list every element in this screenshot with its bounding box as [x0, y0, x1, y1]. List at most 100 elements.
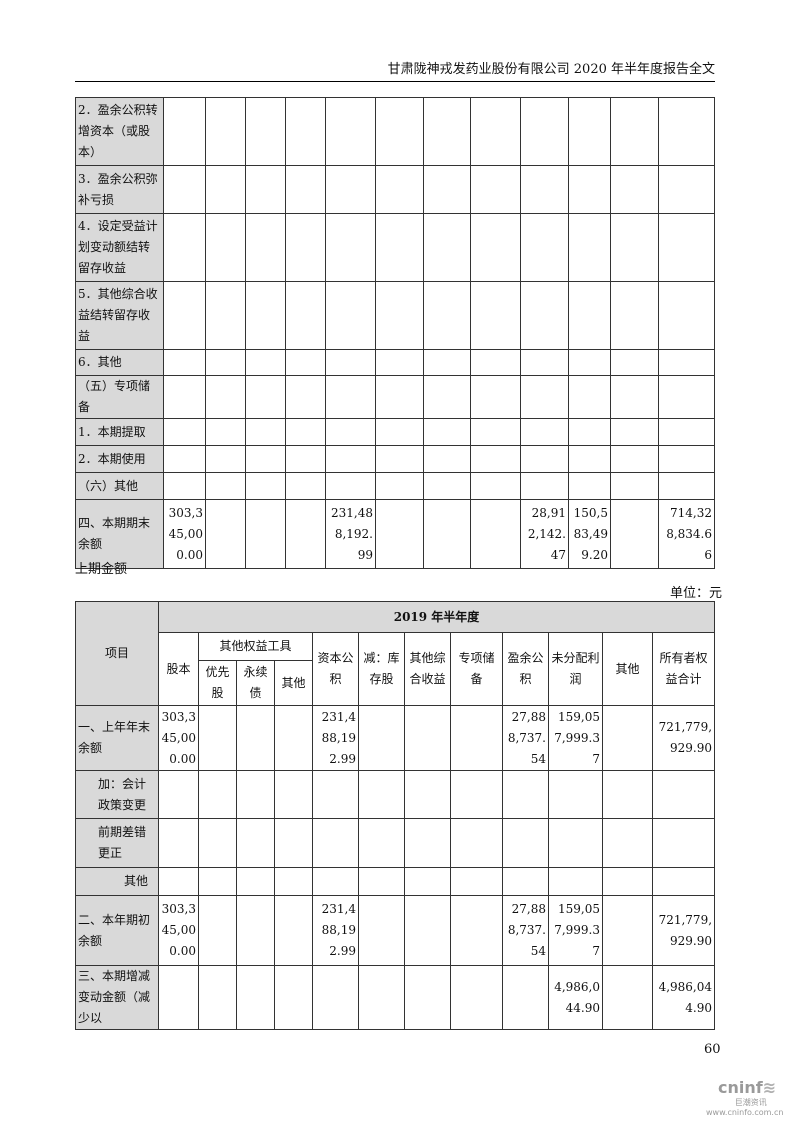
- table-cell: [285, 281, 326, 350]
- table-row: 加：会计政策变更: [75, 770, 716, 819]
- table-cell: 27,888,737.54: [502, 895, 549, 966]
- table-cell: [312, 818, 359, 868]
- table-cell: [658, 349, 715, 376]
- table-cell: [236, 965, 275, 1030]
- cninfo-logo: cninf≋ 巨潮资讯 www.cninfo.com.cn: [706, 1078, 784, 1117]
- table-row: 2．本期使用: [75, 445, 715, 473]
- table-cell: [375, 281, 424, 350]
- header-oci: 其他综合收益: [404, 632, 451, 706]
- table-cell: [163, 418, 206, 446]
- table-row: 四、本期期末余额 303,345,000.00 231,488,192.99 28,9…: [75, 499, 715, 569]
- table-cell: 4,986,044.90: [651, 965, 716, 1030]
- table-cell: [158, 770, 199, 819]
- table-cell: [285, 97, 326, 166]
- table-cell: [205, 445, 246, 473]
- table-cell: [404, 818, 451, 868]
- table-cell: [325, 165, 376, 214]
- table-row: 4．设定受益计划变动额结转留存收益: [75, 213, 715, 282]
- row-label: 3．盈余公积弥补亏损: [75, 165, 164, 214]
- row-label: 一、上年年末余额: [75, 705, 159, 771]
- table-cell: [358, 867, 405, 896]
- table-cell: [520, 445, 569, 473]
- table-cell: [520, 349, 569, 376]
- table-cell: [358, 770, 405, 819]
- table-cell: 28,912,142.47: [520, 499, 569, 569]
- table-cell: 159,057,999.37: [548, 895, 603, 966]
- table-cell: [423, 418, 471, 446]
- table-cell: [658, 445, 715, 473]
- table-cell: [375, 165, 424, 214]
- table-row: 前期差错更正: [75, 818, 716, 868]
- table-cell: [568, 165, 611, 214]
- table-cell: 150,583,499.20: [568, 499, 611, 569]
- table-cell: [375, 418, 424, 446]
- table-cell: [274, 770, 313, 819]
- table-cell: [325, 375, 376, 419]
- table-cell: [658, 213, 715, 282]
- table-cell: [285, 418, 326, 446]
- header-total: 所有者权益合计: [651, 632, 716, 706]
- table-cell: [274, 867, 313, 896]
- table-cell: [568, 349, 611, 376]
- table-cell: [423, 165, 471, 214]
- header-share: 股本: [158, 632, 199, 706]
- table-cell: [602, 770, 653, 819]
- table-cell: [470, 499, 521, 569]
- table-cell: [198, 818, 237, 868]
- unit-label: 单位：元: [670, 586, 723, 601]
- table-cell: [470, 165, 521, 214]
- table-cell: [568, 472, 611, 500]
- table-cell: [520, 97, 569, 166]
- row-label: 二、本年期初余额: [75, 895, 159, 966]
- table-row: 二、本年期初余额 303,345,000.00 231,488,192.99 27,8…: [75, 895, 716, 966]
- table-cell: [274, 895, 313, 966]
- header-perpetual: 永续债: [236, 660, 275, 706]
- table-cell: [245, 445, 286, 473]
- table-cell: [163, 375, 206, 419]
- table-cell: [198, 895, 237, 966]
- row-label: （五）专项储备: [75, 375, 164, 419]
- table-cell: [325, 472, 376, 500]
- table-cell: [658, 375, 715, 419]
- header-treasury: 减：库存股: [358, 632, 405, 706]
- table-cell: [325, 349, 376, 376]
- row-label: 四、本期期末余额: [75, 499, 164, 569]
- row-label: 5．其他综合收益结转留存收益: [75, 281, 164, 350]
- row-label: 其他: [75, 867, 159, 896]
- table-cell: [236, 818, 275, 868]
- table-cell: [610, 375, 659, 419]
- table-cell: [236, 867, 275, 896]
- table-cell: 303,345,000.00: [158, 895, 199, 966]
- table-cell: [285, 349, 326, 376]
- header-period: 2019 年半年度: [157, 601, 716, 633]
- table-cell: [610, 165, 659, 214]
- table-cell: [602, 818, 653, 868]
- table-cell: [470, 213, 521, 282]
- table-cell: [651, 818, 716, 868]
- equity-change-table-current: 2．盈余公积转增资本（或股本） 3．盈余公积弥补亏损 4．设定受益计划变动额结转留存…: [75, 97, 715, 569]
- equity-change-table-prior: 项目 2019 年半年度 股本 其他权益工具 资本公积 减：库存股 其他综合收益…: [75, 601, 716, 1030]
- table-cell: [651, 867, 716, 896]
- table-cell: [205, 375, 246, 419]
- table-cell: [450, 895, 503, 966]
- header-other-equity: 其他权益工具: [198, 632, 313, 661]
- table-cell: [236, 895, 275, 966]
- table-cell: [375, 97, 424, 166]
- table-cell: [548, 867, 603, 896]
- table-cell: [158, 965, 199, 1030]
- table-cell: [502, 965, 549, 1030]
- page-header: 甘肃陇神戎发药业股份有限公司 2020 年半年度报告全文: [75, 58, 715, 82]
- table-cell: 4,986,044.90: [548, 965, 603, 1030]
- table-cell: [470, 445, 521, 473]
- table-cell: [658, 97, 715, 166]
- table-cell: [375, 375, 424, 419]
- table-cell: [502, 770, 549, 819]
- table-cell: [325, 281, 376, 350]
- table-cell: [245, 281, 286, 350]
- table-cell: [423, 349, 471, 376]
- table-cell: [163, 281, 206, 350]
- table-row: 2．盈余公积转增资本（或股本）: [75, 97, 715, 166]
- header-capital-reserve: 资本公积: [312, 632, 359, 706]
- table-cell: [658, 418, 715, 446]
